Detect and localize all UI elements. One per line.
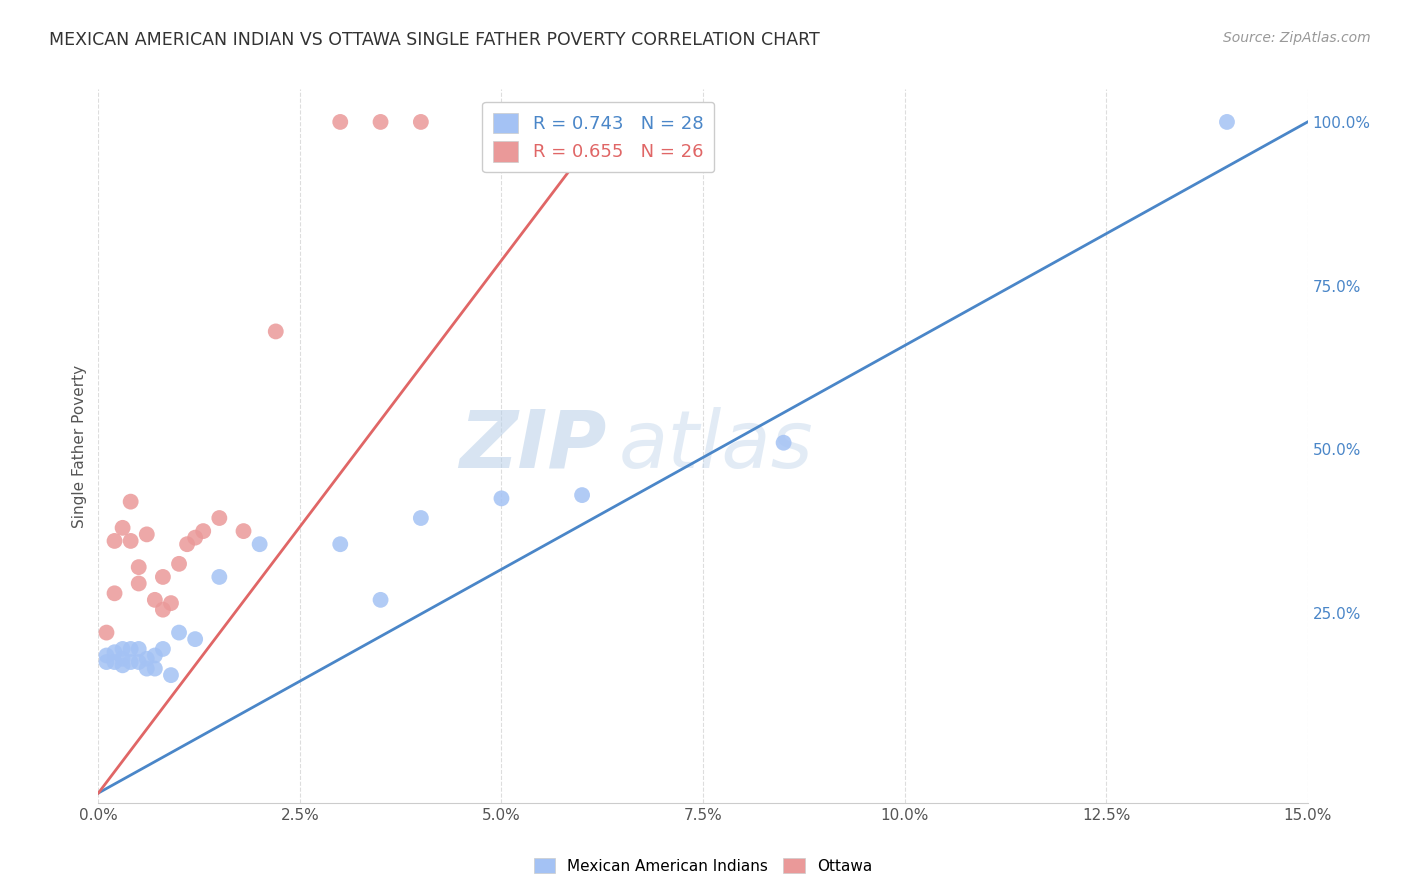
Point <box>143 592 166 607</box>
Point <box>370 592 392 607</box>
Text: atlas: atlas <box>619 407 813 485</box>
Point <box>96 648 118 663</box>
Point <box>135 652 157 666</box>
Text: Source: ZipAtlas.com: Source: ZipAtlas.com <box>1223 31 1371 45</box>
Point <box>120 655 142 669</box>
Point <box>571 115 593 129</box>
Point <box>1216 115 1239 129</box>
Point <box>128 655 150 669</box>
Y-axis label: Single Father Poverty: Single Father Poverty <box>72 365 87 527</box>
Point <box>491 491 513 506</box>
Point <box>143 662 166 676</box>
Point <box>772 435 794 450</box>
Point <box>103 655 125 669</box>
Text: MEXICAN AMERICAN INDIAN VS OTTAWA SINGLE FATHER POVERTY CORRELATION CHART: MEXICAN AMERICAN INDIAN VS OTTAWA SINGLE… <box>49 31 820 49</box>
Point <box>111 521 134 535</box>
Text: ZIP: ZIP <box>458 407 606 485</box>
Point <box>184 531 207 545</box>
Point <box>184 632 207 647</box>
Point <box>111 642 134 657</box>
Point <box>409 511 432 525</box>
Point <box>160 668 183 682</box>
Point <box>264 325 287 339</box>
Point <box>103 533 125 548</box>
Point <box>176 537 198 551</box>
Point <box>152 602 174 616</box>
Point <box>571 488 593 502</box>
Point <box>152 642 174 657</box>
Point <box>120 533 142 548</box>
Point <box>120 494 142 508</box>
Point <box>193 524 215 538</box>
Point <box>167 557 190 571</box>
Point <box>111 658 134 673</box>
Point <box>167 625 190 640</box>
Legend: Mexican American Indians, Ottawa: Mexican American Indians, Ottawa <box>527 852 879 880</box>
Point <box>103 586 125 600</box>
Point <box>249 537 271 551</box>
Point <box>143 648 166 663</box>
Point <box>103 645 125 659</box>
Point <box>329 115 352 129</box>
Point <box>135 527 157 541</box>
Legend: R = 0.743   N = 28, R = 0.655   N = 26: R = 0.743 N = 28, R = 0.655 N = 26 <box>482 102 714 172</box>
Point <box>232 524 254 538</box>
Point <box>111 652 134 666</box>
Point <box>120 642 142 657</box>
Point <box>96 625 118 640</box>
Point <box>128 576 150 591</box>
Point <box>152 570 174 584</box>
Point <box>370 115 392 129</box>
Point <box>208 511 231 525</box>
Point <box>612 115 634 129</box>
Point <box>96 655 118 669</box>
Point <box>135 662 157 676</box>
Point <box>128 642 150 657</box>
Point <box>160 596 183 610</box>
Point <box>409 115 432 129</box>
Point <box>128 560 150 574</box>
Point <box>208 570 231 584</box>
Point <box>329 537 352 551</box>
Point <box>530 115 553 129</box>
